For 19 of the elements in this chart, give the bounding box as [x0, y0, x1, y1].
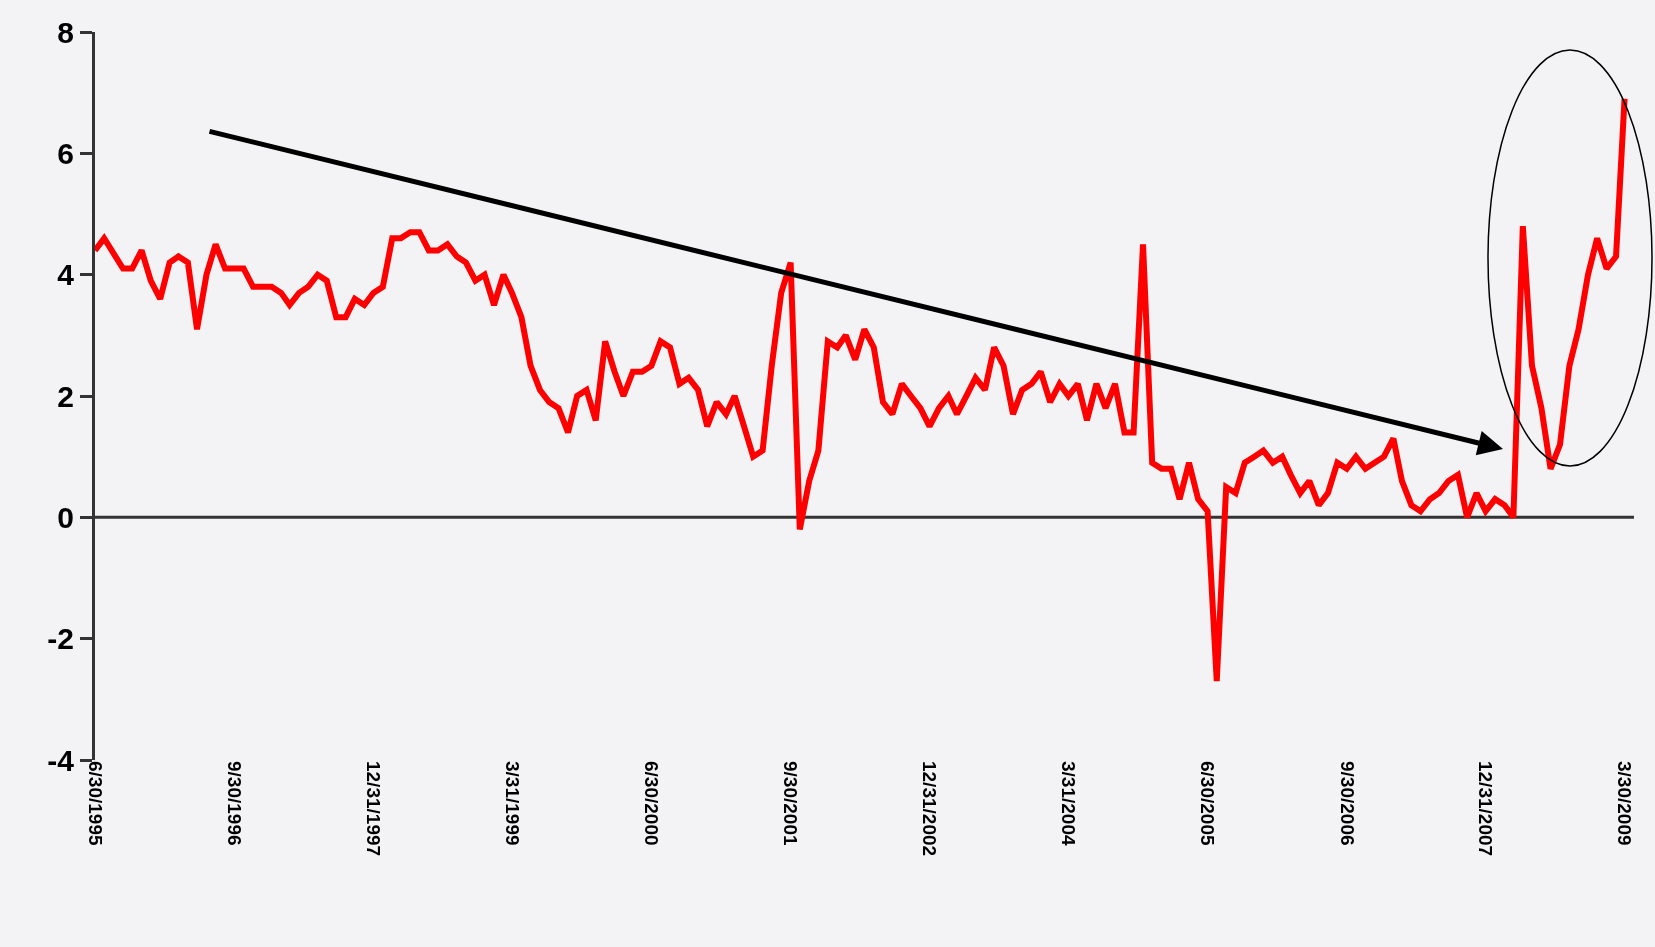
x-tick-label: 3/31/1999	[501, 761, 523, 846]
y-tick-label: -4	[47, 743, 75, 777]
x-tick-label: 9/30/2006	[1336, 761, 1358, 846]
y-tick-label: 4	[57, 258, 75, 292]
x-tick-label: 6/30/2000	[641, 761, 663, 846]
y-tick-label: 2	[57, 379, 74, 413]
y-tick-label: 8	[57, 15, 74, 49]
x-tick-label: 9/30/1996	[224, 761, 246, 846]
x-tick-label: 3/30/2009	[1614, 761, 1636, 846]
x-tick-label: 12/31/2007	[1475, 761, 1497, 857]
x-tick-label: 6/30/1995	[84, 761, 106, 846]
x-tick-label: 3/31/2004	[1058, 761, 1080, 846]
x-tick-label: 12/31/2002	[919, 761, 941, 857]
y-tick-label: -2	[47, 622, 74, 656]
x-tick-label: 9/30/2001	[780, 761, 802, 846]
x-tick-label: 12/31/1997	[363, 761, 385, 857]
y-tick-label: 6	[57, 136, 74, 170]
y-tick-label: 0	[57, 500, 74, 534]
x-tick-label: 6/30/2005	[1197, 761, 1219, 846]
